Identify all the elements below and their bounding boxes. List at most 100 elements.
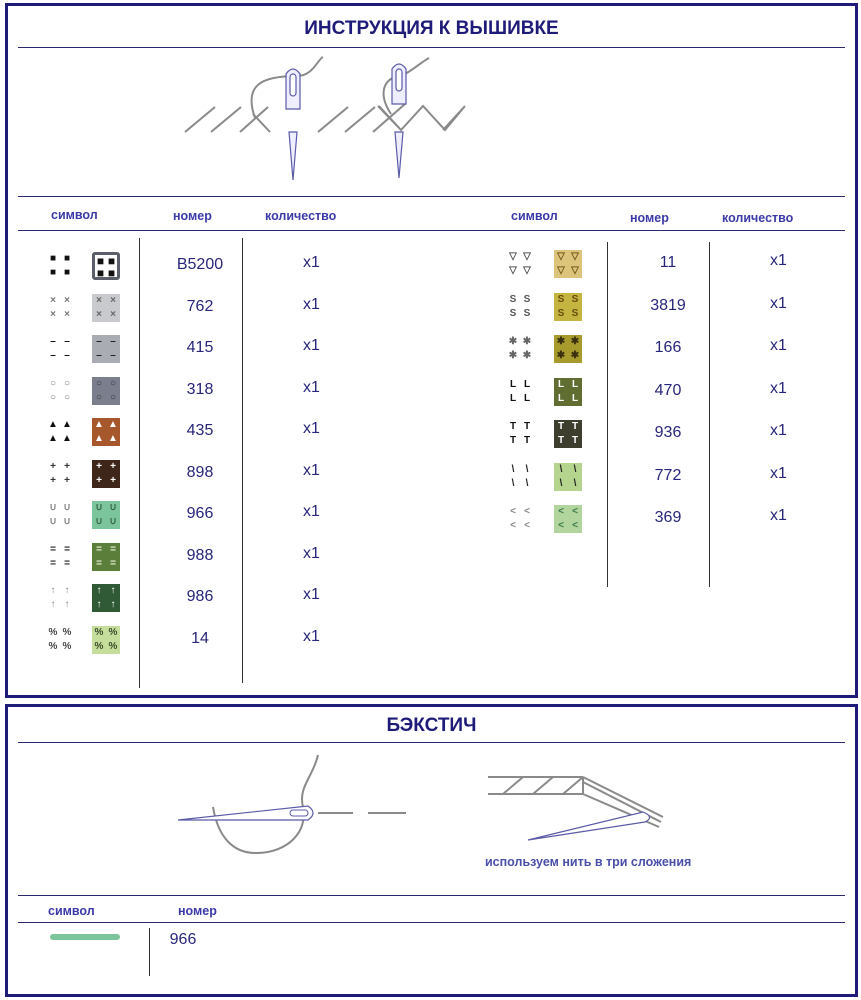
symbol-glyph: \ bbox=[573, 463, 577, 475]
symbol-glyph: % bbox=[108, 640, 118, 652]
symbol-glyph: S bbox=[523, 307, 531, 319]
symbol-color-swatch: < < < < bbox=[554, 505, 582, 533]
thread-number: 11 bbox=[659, 254, 677, 271]
symbol-glyph: ▲ bbox=[94, 433, 104, 444]
symbol-color-swatch: ✱ ✱ ✱ ✱ bbox=[554, 335, 582, 363]
symbol-glyph: < bbox=[510, 506, 516, 517]
thread-quantity: x1 bbox=[303, 254, 320, 271]
symbol-glyph: ↑ bbox=[64, 585, 70, 596]
symbol-glyph: × bbox=[96, 308, 102, 320]
symbol-glyph: ▽ bbox=[523, 265, 531, 276]
symbol-glyph: % bbox=[62, 640, 72, 652]
thread-number: 936 bbox=[654, 424, 682, 441]
divider bbox=[18, 47, 845, 48]
symbol-color-swatch: %%%% bbox=[92, 625, 120, 654]
thread-quantity: x1 bbox=[770, 379, 787, 397]
symbol-color-swatch: ▽ ▽ ▽ ▽ bbox=[554, 250, 582, 278]
symbol-glyph: ▲ bbox=[48, 419, 58, 430]
symbol-glyph: – bbox=[96, 350, 102, 361]
symbol-glyph: ▽ bbox=[509, 251, 517, 262]
symbol-glyph: L bbox=[509, 378, 517, 390]
column-divider bbox=[149, 928, 150, 976]
symbol-glyph: \ bbox=[525, 477, 529, 489]
symbol-glyph: \ bbox=[559, 463, 563, 475]
symbol-glyph: ▲ bbox=[62, 433, 72, 444]
divider bbox=[18, 196, 845, 197]
symbol-plain: ∪ ∪ ∪ ∪ bbox=[46, 501, 74, 529]
page-title: ИНСТРУКЦИЯ К ВЫШИВКЕ bbox=[304, 18, 559, 39]
symbol-glyph: – bbox=[96, 336, 102, 347]
symbol-glyph: \ bbox=[525, 463, 529, 475]
symbol-glyph: – bbox=[64, 336, 70, 347]
thread-quantity: x1 bbox=[303, 461, 320, 479]
symbol-glyph: T bbox=[509, 421, 517, 432]
symbol-glyph: S bbox=[523, 293, 531, 305]
symbol-glyph: L bbox=[557, 392, 565, 404]
symbol-glyph: × bbox=[64, 308, 70, 320]
symbol-color-swatch: ■ ■ ■ ■ bbox=[92, 252, 120, 280]
symbol-glyph: – bbox=[50, 350, 56, 361]
symbol-glyph: – bbox=[110, 336, 116, 347]
symbol-glyph: L bbox=[571, 378, 579, 390]
backstitch-number: 966 bbox=[169, 931, 197, 948]
symbol-glyph: × bbox=[110, 294, 116, 306]
symbol-glyph: ∪ bbox=[49, 516, 57, 527]
thread-number: 986 bbox=[186, 588, 214, 605]
symbol-glyph: ■ bbox=[49, 267, 57, 278]
symbol-glyph: – bbox=[64, 350, 70, 361]
symbol-glyph: – bbox=[110, 350, 116, 361]
symbol-glyph: = bbox=[64, 557, 70, 569]
symbol-glyph: ▲ bbox=[48, 433, 58, 444]
symbol-glyph: ○ bbox=[63, 391, 71, 403]
symbol-glyph: ▲ bbox=[108, 419, 118, 430]
symbol-glyph: ∪ bbox=[95, 502, 103, 513]
symbol-glyph: ↑ bbox=[96, 599, 102, 610]
header-quantity: количество bbox=[265, 209, 337, 223]
symbol-glyph: × bbox=[50, 308, 56, 320]
divider bbox=[18, 922, 845, 923]
symbol-glyph: % bbox=[62, 626, 72, 638]
symbol-glyph: + bbox=[96, 460, 102, 472]
thread-quantity: x1 bbox=[770, 252, 787, 269]
symbol-glyph: = bbox=[96, 543, 102, 555]
symbol-color-swatch: × × × × bbox=[92, 293, 120, 322]
symbol-glyph: ○ bbox=[49, 377, 57, 389]
symbol-glyph: ↑ bbox=[96, 585, 102, 596]
symbol-glyph: T bbox=[571, 421, 579, 432]
symbol-glyph: × bbox=[50, 294, 56, 306]
symbol-glyph: ✱ bbox=[570, 336, 580, 347]
symbol-glyph: L bbox=[523, 378, 531, 390]
symbol-glyph: S bbox=[571, 293, 579, 305]
symbol-glyph: ✱ bbox=[570, 350, 580, 361]
thread-number: 369 bbox=[654, 509, 682, 526]
symbol-color-swatch: = = = = bbox=[92, 542, 120, 571]
backstitch-note: используем нить в три сложения bbox=[485, 855, 692, 869]
symbol-glyph: ✱ bbox=[556, 336, 566, 347]
symbol-glyph: ✱ bbox=[556, 350, 566, 361]
symbol-plain: < < < < bbox=[506, 505, 534, 533]
symbol-glyph: < bbox=[524, 506, 530, 517]
symbol-color-swatch: + + + + bbox=[92, 459, 120, 488]
header-quantity: количество bbox=[722, 211, 794, 225]
symbol-glyph: ∪ bbox=[109, 516, 117, 527]
column-divider bbox=[242, 238, 243, 683]
symbol-glyph: \ bbox=[559, 477, 563, 489]
thread-quantity: x1 bbox=[303, 337, 320, 354]
symbol-glyph: ✱ bbox=[508, 350, 518, 361]
symbol-glyph: ∪ bbox=[49, 502, 57, 513]
symbol-glyph: × bbox=[96, 294, 102, 306]
symbol-glyph: % bbox=[94, 626, 104, 638]
symbol-glyph: ■ bbox=[63, 267, 71, 278]
symbol-glyph: – bbox=[50, 336, 56, 347]
symbol-glyph: S bbox=[557, 307, 565, 319]
symbol-glyph: % bbox=[108, 626, 118, 638]
symbol-glyph: + bbox=[50, 460, 56, 472]
section-title: БЭКСТИЧ bbox=[386, 715, 477, 736]
thread-number: 762 bbox=[186, 297, 214, 315]
symbol-glyph: < bbox=[558, 520, 564, 531]
thread-quantity: x1 bbox=[770, 337, 787, 354]
symbol-glyph: S bbox=[571, 307, 579, 319]
symbol-glyph: ■ bbox=[107, 266, 116, 280]
